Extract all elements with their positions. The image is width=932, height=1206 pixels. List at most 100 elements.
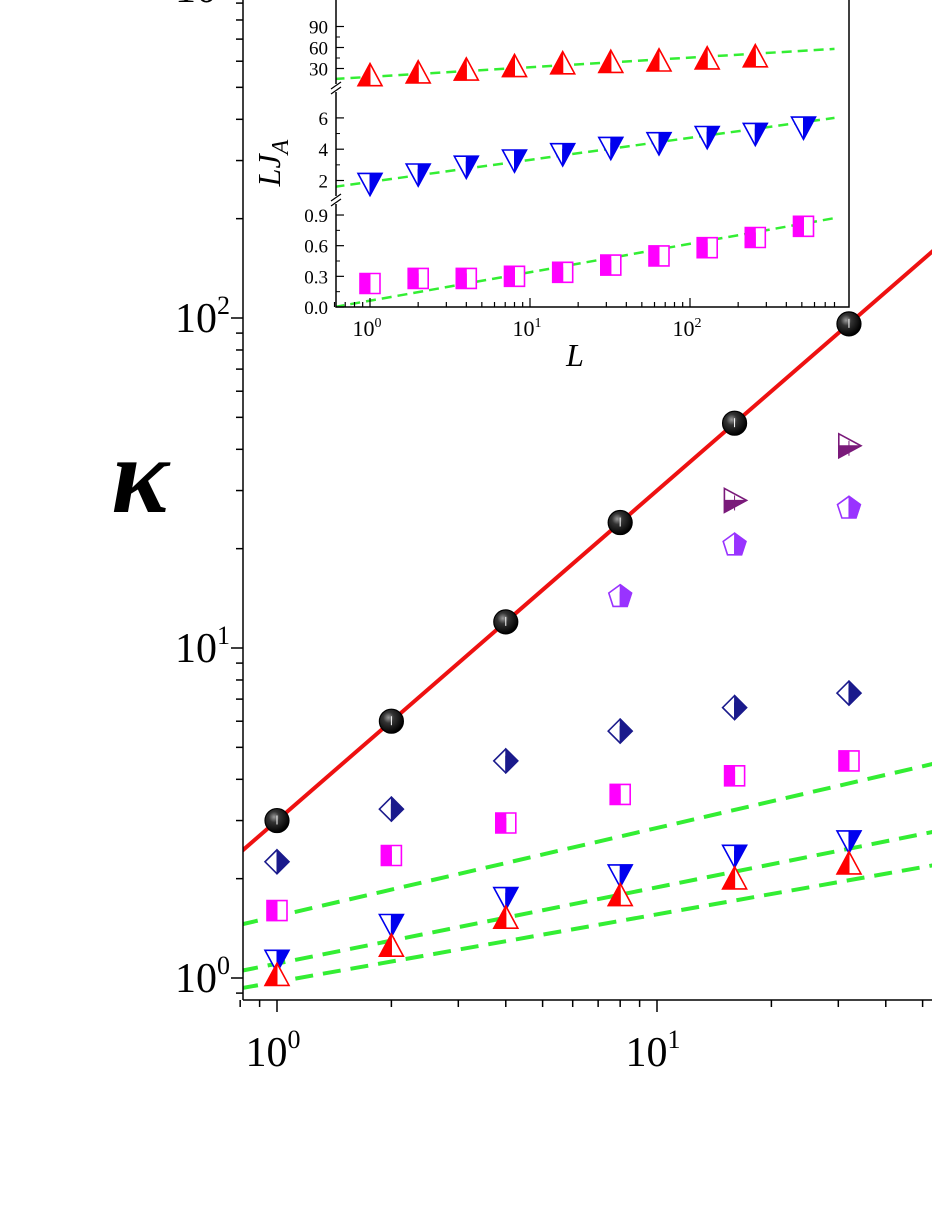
main-triangle-down-half-4-3 [492, 886, 520, 912]
inset-y-tick-label-8: 0.6 [304, 237, 328, 258]
fit-line-4 [243, 863, 932, 990]
x-tick-label-1-exp: 0 [288, 1025, 301, 1054]
inset-axis-breaks [330, 81, 342, 207]
marker-fill [504, 265, 515, 287]
main-triangle-down-half-4-4 [606, 864, 634, 889]
inset-triangle-up-half-1-3 [452, 56, 480, 81]
inset-triangle-down-half-2-3 [452, 155, 480, 181]
main-sphere-1-4 [607, 509, 633, 536]
marker-fill [492, 905, 507, 929]
inset-triangle-down-half-2-4 [501, 149, 528, 174]
main-sphere-1-1 [264, 807, 290, 834]
inset-y-tick-label-4: 6 [319, 109, 329, 130]
marker-fill [648, 245, 660, 267]
axis-break-gap [330, 196, 342, 204]
main-diamond-half-2-4 [607, 717, 634, 745]
inset-triangle-up-half-1-9 [741, 42, 769, 68]
marker-fill [723, 499, 747, 514]
main-markers [263, 311, 863, 987]
main-triangle-up-half-5-1 [263, 961, 291, 987]
marker-fill [734, 844, 748, 868]
main-sphere-1-3 [493, 609, 519, 635]
axis-break-mark [330, 86, 342, 95]
marker-fill [505, 887, 519, 911]
marker-fill [380, 845, 392, 866]
main-square-half-3-5 [723, 764, 746, 787]
fit-line-1 [243, 249, 932, 853]
marker-fill [793, 215, 804, 237]
inset-y-tick-label-6: 2 [319, 172, 329, 193]
inset-x-tick-label-2-base: 10 [513, 316, 535, 341]
inset-square-half-3-7 [648, 245, 670, 267]
marker-fill [838, 445, 862, 459]
main-pentagon-half-6-1 [607, 583, 633, 608]
marker-fill [455, 267, 467, 289]
y-tick-label-4-base: 10 [175, 0, 217, 12]
marker-fill [619, 864, 634, 888]
marker-fill [848, 679, 862, 707]
marker-fill [505, 747, 519, 775]
main-triangle-right-half-7-2 [837, 432, 863, 460]
main-triangle-up-half-5-4 [606, 881, 634, 907]
inset-triangle-down-half-2-1 [356, 172, 384, 198]
main-triangle-up-half-5-5 [721, 865, 748, 890]
main-diamond-half-2-1 [263, 848, 291, 876]
inset-x-tick-label-2: 101 [513, 316, 542, 341]
main-pentagon-half-6-3 [836, 495, 862, 519]
main-triangle-up-half-5-3 [492, 904, 520, 930]
marker-fill [390, 795, 405, 823]
main-diamond-half-2-2 [378, 795, 405, 823]
x-tick-label-2-base: 10 [626, 1030, 668, 1076]
inset-square-half-3-9 [744, 226, 767, 249]
axis-break-gap [330, 84, 342, 92]
main-diamond-half-2-3 [492, 747, 519, 775]
main-triangle-right-half-7-1 [723, 487, 749, 514]
y-tick-label-3-exp: 2 [217, 291, 230, 320]
inset-y-tick-label-2: 60 [309, 39, 328, 60]
y-tick-label-4: 103 [175, 0, 230, 12]
marker-fill [552, 261, 564, 283]
inset-triangle-down-half-2-5 [549, 142, 577, 168]
marker-fill [607, 883, 621, 907]
inset-y-tick-label-3: 30 [309, 60, 328, 81]
inset-triangle-down-half-2-6 [597, 136, 625, 162]
main-triangle-up-half-5-2 [378, 932, 405, 958]
inset-y-tick-label-1: 90 [309, 18, 328, 39]
marker-fill [600, 254, 612, 276]
inset-square-half-3-10 [792, 215, 815, 238]
inset-y-axis-label: LJA [251, 139, 294, 187]
inset-square-half-3-8 [696, 236, 719, 259]
inset-triangle-down-half-2-8 [693, 125, 721, 151]
marker-fill [721, 866, 736, 890]
inset-square-half-3-6 [599, 254, 622, 276]
main-square-half-3-6 [838, 750, 860, 772]
marker-fill [276, 848, 290, 876]
main-y-axis-label: κ [111, 417, 171, 536]
inset-ticks [333, 25, 836, 308]
main-sphere-1-5 [721, 410, 748, 436]
inset-triangle-up-half-1-5 [549, 49, 577, 75]
inset-x-tick-label-1: 100 [353, 316, 382, 341]
inset-x-tick-label-3-base: 10 [673, 316, 695, 341]
main-triangle-down-half-4-2 [378, 913, 405, 939]
main-sphere-1-6 [836, 311, 862, 337]
axis-break-mark [330, 198, 342, 207]
main-diamond-half-2-5 [721, 694, 748, 721]
inset-background [336, 0, 849, 307]
x-tick-label-2-exp: 1 [668, 1025, 681, 1054]
inset-square-half-3-2 [407, 267, 430, 290]
marker-fill [836, 851, 850, 875]
marker-fill [359, 273, 371, 294]
inset-triangle-up-half-1-7 [645, 47, 673, 72]
main-fit-lines [243, 249, 932, 990]
y-tick-label-3: 102 [175, 291, 230, 342]
marker-fill [266, 900, 278, 922]
fit-line-3 [243, 830, 932, 973]
y-tick-label-3-base: 10 [175, 296, 217, 342]
main-sphere-1-2 [378, 708, 404, 734]
inset-x-tick-label-1-base: 10 [353, 316, 375, 341]
y-tick-label-1-base: 10 [175, 956, 217, 1002]
inset-x-axis-label: L [565, 337, 584, 373]
inset-triangle-down-half-2-10 [790, 116, 817, 141]
